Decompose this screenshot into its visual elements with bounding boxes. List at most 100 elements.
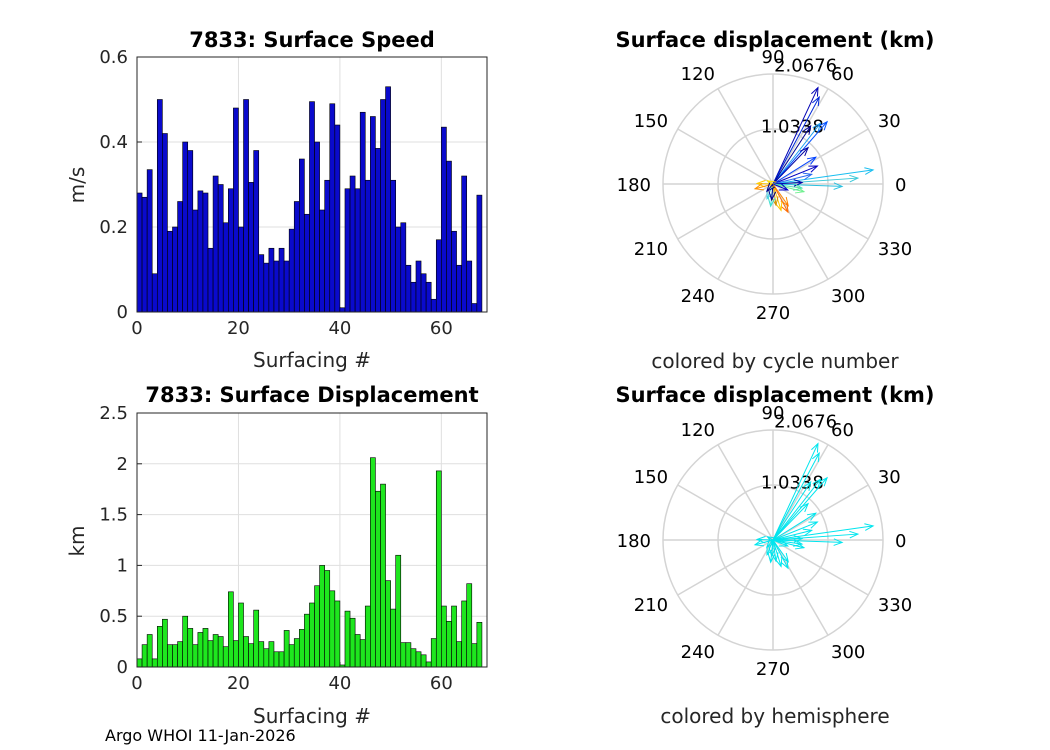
polar-hemisphere-angle-label: 180: [617, 531, 651, 552]
polar-cycle-angle-label: 150: [634, 111, 668, 132]
polar-cycle-vector-arrowhead: [768, 191, 777, 202]
polar-hemisphere-displacement-vector: [772, 539, 782, 567]
speed-bar: [400, 222, 407, 313]
displacement-bar: [187, 628, 194, 668]
speed-bar: [430, 298, 437, 313]
displacement-bar: [217, 636, 224, 668]
polar-cycle-angle-label: 0: [895, 175, 906, 196]
polar-cycle-radial-label: 1.0338: [761, 117, 824, 138]
displacement-bar: [400, 642, 407, 668]
polar-hemisphere-vector-arrowhead: [794, 542, 806, 550]
polar-cycle-displacement-vector: [772, 183, 782, 211]
polar-hemisphere-angle-label: 120: [681, 420, 715, 441]
displacement-bar: [253, 609, 260, 668]
displacement-bar: [324, 570, 331, 668]
displacement-bar: [283, 630, 290, 668]
displacement-bar: [370, 457, 376, 668]
polar-hemisphere-vector-arrowhead: [812, 451, 820, 463]
polar-cycle-displacement-vector: [772, 183, 789, 207]
displacement-bar: [238, 602, 244, 668]
polar-hemisphere-vector-arrowhead: [802, 528, 814, 537]
displacement-bar: [329, 590, 336, 668]
polar-cycle-displacement-vector: [772, 183, 789, 213]
polar-hemisphere-angle-label: 270: [756, 659, 790, 680]
polar-plot-by-cycle: Surface displacement (km) colored by cyc…: [615, 28, 934, 373]
speed-bar: [466, 260, 473, 313]
displacement-bar: [273, 651, 280, 668]
speed-bar: [476, 194, 483, 313]
displacement-bar: [344, 610, 351, 668]
polar-cycle-vector-arrowhead: [864, 167, 875, 175]
displacement-y-tick-label: 2.5: [99, 403, 128, 424]
polar-cycle-angle-label: 180: [617, 175, 651, 196]
displacement-bar: [299, 629, 305, 668]
displacement-bar: [319, 565, 325, 668]
speed-bar: [162, 133, 168, 313]
speed-bar: [375, 148, 381, 313]
polar-hemisphere-displacement-vector: [772, 539, 805, 549]
displacement-x-tick-label: 0: [131, 673, 142, 694]
polar-cycle-angle-label: 240: [681, 286, 715, 307]
speed-bar: [151, 273, 158, 313]
displacement-bar: [390, 608, 396, 668]
polar-hemisphere-vector-arrowhead: [771, 552, 779, 563]
polar-hemisphere-vector-arrowhead: [799, 502, 810, 513]
displacement-bar: [309, 602, 315, 668]
speed-bar: [299, 158, 305, 313]
speed-bar: [349, 175, 356, 313]
speed-bar: [273, 260, 280, 313]
polar-hemisphere-vector-arrowhead: [808, 521, 819, 529]
displacement-bar: [456, 641, 462, 668]
speed-y-tick-label: 0.6: [99, 47, 128, 68]
polar-cycle-vector-arrowhead: [812, 122, 822, 132]
speed-x-tick-label: 0: [131, 318, 142, 339]
displacement-bar: [151, 658, 158, 668]
polar-hemisphere-vector-arrowhead: [768, 547, 777, 558]
displacement-bar: [375, 490, 381, 668]
displacement-bar: [177, 641, 183, 668]
displacement-y-tick-label: 1: [117, 555, 128, 576]
polar-hemisphere-displacement-vector: [766, 539, 774, 548]
polar-cycle-displacement-vector: [772, 165, 818, 185]
polar-cycle-vector-arrowhead: [766, 189, 774, 201]
footer-credit: Argo WHOI 11-Jan-2026: [105, 726, 296, 745]
speed-bar: [354, 188, 361, 313]
speed-bar: [288, 228, 295, 313]
polar-hemisphere-angle-label: 60: [831, 420, 854, 441]
displacement-bar: [395, 554, 402, 668]
displacement-bar: [146, 634, 153, 668]
speed-x-tick-label: 60: [430, 318, 453, 339]
polar-hemisphere-displacement-vector: [772, 481, 812, 541]
displacement-bar: [136, 658, 143, 668]
polar-cycle-displacement-vector: [772, 183, 805, 193]
displacement-bar: [167, 644, 173, 668]
displacement-bar: [222, 646, 229, 668]
speed-bar: [380, 99, 386, 313]
polar-cycle-displacement-vector: [772, 181, 803, 185]
speed-bar: [359, 111, 366, 313]
speed-bar: [228, 188, 234, 313]
displacement-bar: [228, 591, 234, 668]
speed-axes-box: [136, 56, 488, 313]
polar-cycle-displacement-vector: [772, 122, 821, 185]
displacement-bar: [162, 618, 168, 668]
displacement-bar: [430, 638, 437, 668]
speed-bar: [420, 273, 427, 313]
displacement-bar: [385, 580, 391, 668]
polar-hemisphere-displacement-vector: [772, 539, 789, 569]
displacement-bar: [288, 644, 295, 668]
displacement-bar: [359, 639, 366, 668]
speed-bar: [451, 230, 457, 313]
displacement-bar: [435, 470, 442, 668]
displacement-bar: [405, 642, 412, 668]
polar-hemisphere-angle-label: 30: [878, 467, 901, 488]
displacement-bar: [304, 613, 310, 668]
polar-cycle-displacement-vector: [772, 183, 843, 187]
speed-bar: [324, 179, 331, 313]
speed-bar: [441, 126, 447, 313]
polar-cycle-displacement-vector: [772, 125, 812, 185]
polar-cycle-displacement-vector: [772, 183, 788, 191]
polar-hemisphere-vector-arrowhead: [765, 538, 776, 549]
polar-cycle-vector-arrowhead: [803, 124, 812, 135]
displacement-bar: [263, 648, 270, 668]
